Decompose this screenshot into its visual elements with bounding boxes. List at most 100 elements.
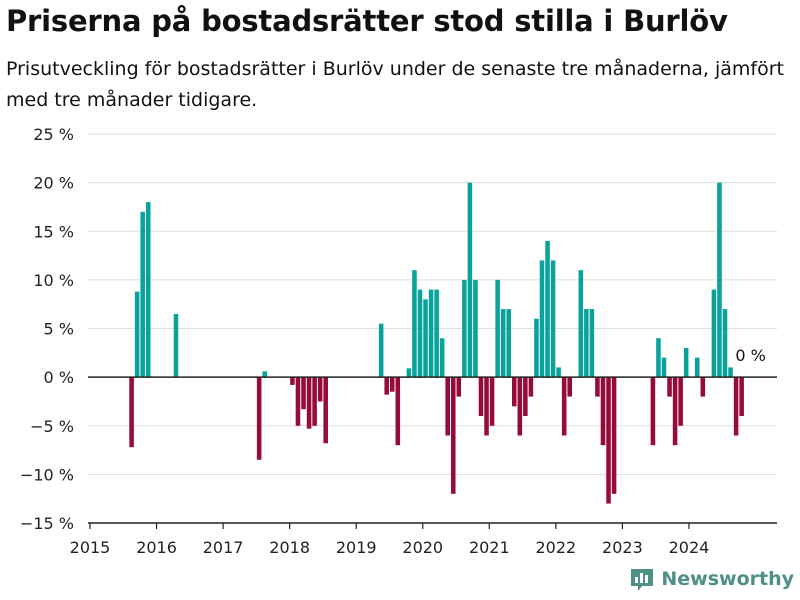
bar	[661, 357, 667, 378]
bar	[384, 377, 389, 395]
bar	[511, 377, 517, 407]
x-tick-label: 2020	[402, 538, 443, 557]
bar	[539, 260, 545, 378]
bar	[140, 211, 145, 378]
y-tick-label: 0 %	[44, 368, 74, 387]
bar	[312, 377, 317, 426]
bar	[606, 377, 611, 504]
y-tick-label: 5 %	[44, 320, 74, 339]
bar	[484, 377, 489, 436]
bar	[445, 377, 450, 436]
bar	[678, 377, 683, 426]
x-tick-label: 2022	[535, 538, 576, 557]
newsworthy-logo-icon	[631, 569, 654, 591]
bar	[717, 182, 722, 378]
y-axis-tick-labels: 25 % 20 % 15 % 10 % 5 % 0 % −5 % −10 % −15 %	[20, 125, 74, 533]
bar	[301, 377, 306, 410]
bar	[378, 323, 384, 378]
bar	[728, 367, 733, 378]
bar	[456, 377, 462, 397]
bar	[695, 357, 700, 378]
y-tick-label: 10 %	[33, 271, 74, 290]
bar	[506, 309, 511, 378]
bar	[556, 367, 561, 378]
chart-subtitle: Prisutveckling för bostadsrätter i Burlö…	[6, 58, 785, 111]
bar	[589, 309, 595, 378]
x-tick-label: 2016	[136, 538, 177, 557]
bar	[389, 377, 395, 392]
bar	[173, 313, 179, 378]
x-tick-label: 2023	[602, 538, 643, 557]
annotations: 0 %	[735, 346, 765, 365]
bars	[129, 182, 744, 504]
y-tick-label: −5 %	[30, 417, 74, 436]
bar	[428, 289, 434, 378]
bar	[439, 338, 445, 378]
x-tick-label: 2017	[203, 538, 244, 557]
x-tick-label: 2018	[269, 538, 310, 557]
chart-title: Priserna på bostadsrätter stod stilla i …	[6, 4, 728, 38]
x-tick-label: 2024	[669, 538, 710, 557]
bar	[523, 377, 528, 417]
bar	[567, 377, 572, 397]
brand-logo: Newsworthy	[629, 566, 794, 592]
bar	[290, 377, 295, 385]
bar	[145, 202, 151, 378]
bar	[528, 377, 534, 397]
y-tick-label: −15 %	[20, 514, 74, 533]
bar	[256, 377, 262, 460]
brand-name: Newsworthy	[661, 568, 794, 590]
bar	[129, 377, 134, 448]
bar	[500, 309, 506, 378]
bar	[733, 377, 739, 436]
latest-value-label: 0 %	[735, 346, 765, 365]
bar	[406, 368, 412, 378]
bar	[561, 377, 567, 436]
y-tick-label: −10 %	[20, 465, 74, 484]
x-tick-label: 2019	[336, 538, 377, 557]
y-tick-label: 25 %	[33, 125, 74, 144]
axes	[88, 376, 777, 524]
bar	[711, 289, 717, 378]
bar	[739, 377, 744, 417]
bar	[600, 377, 606, 446]
bar	[434, 289, 439, 378]
bar	[412, 270, 417, 378]
x-tick-label: 2015	[70, 538, 111, 557]
bar	[683, 347, 689, 378]
bar	[700, 377, 706, 397]
bar	[417, 289, 423, 378]
bar	[462, 279, 467, 378]
bar	[262, 371, 267, 378]
bar	[584, 309, 589, 378]
bar	[295, 377, 301, 426]
bar	[306, 377, 312, 429]
bar	[489, 377, 495, 426]
bar	[545, 240, 550, 378]
y-tick-label: 15 %	[33, 222, 74, 241]
bar	[473, 279, 478, 378]
bar	[495, 279, 500, 378]
bar	[317, 377, 323, 402]
bar	[323, 377, 328, 444]
bar	[534, 318, 539, 378]
bar	[478, 377, 484, 417]
bar	[722, 309, 728, 378]
bar	[423, 299, 428, 378]
bar	[450, 377, 456, 494]
y-tick-label: 20 %	[33, 174, 74, 193]
bar	[395, 377, 401, 446]
bar	[611, 377, 617, 494]
x-tick-label: 2021	[469, 538, 510, 557]
bar	[656, 338, 661, 378]
x-axis-tick-labels: 2015 2016 2017 2018 2019 2020 2021 2022 2023 2024	[70, 523, 710, 557]
bar	[517, 377, 523, 436]
bar	[578, 270, 584, 378]
bar	[672, 377, 678, 446]
bar	[667, 377, 672, 397]
bar	[650, 377, 656, 446]
bar	[550, 260, 556, 378]
bar	[467, 182, 473, 378]
bar	[595, 377, 600, 397]
